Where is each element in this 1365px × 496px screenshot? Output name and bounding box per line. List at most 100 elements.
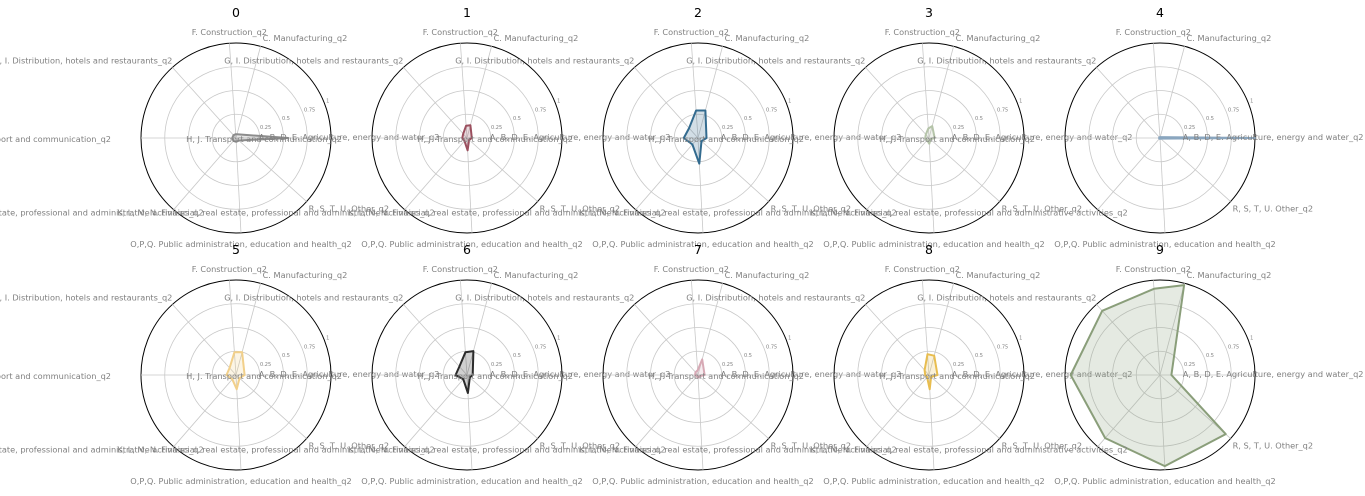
axis-label: H, J. Transport and communication_q2 bbox=[0, 134, 111, 144]
axis-label: F. Construction_q2 bbox=[1116, 264, 1191, 274]
radial-tick-label: 0.25 bbox=[1184, 125, 1195, 131]
radar-panel-8: 0.25 0.5 0.75 1 A, B, D, E. Agriculture, ene… bbox=[579, 242, 1132, 486]
axis-label: C. Manufacturing_q2 bbox=[725, 270, 810, 280]
radial-tick-label: 0.5 bbox=[513, 353, 521, 359]
radar-spoke bbox=[921, 280, 930, 376]
axis-label: H, J. Transport and communication_q2 bbox=[417, 371, 573, 381]
radar-series-9 bbox=[1069, 284, 1227, 468]
axis-label: A, B, D, E. Agriculture, energy and wate… bbox=[259, 132, 440, 142]
axis-label: G, I. Distribution, hotels and restauran… bbox=[224, 292, 403, 302]
radar-spoke bbox=[1159, 46, 1185, 139]
radar-spoke bbox=[466, 137, 473, 233]
radar-spoke bbox=[404, 374, 468, 447]
axis-label: F. Construction_q2 bbox=[885, 264, 960, 274]
axis-label: A, B, D, E. Agriculture, energy and wate… bbox=[490, 132, 671, 142]
radar-spoke bbox=[1159, 374, 1166, 470]
radar-spoke bbox=[865, 304, 930, 376]
radar-spoke bbox=[865, 67, 930, 139]
radar-spoke bbox=[928, 283, 954, 376]
axis-label: C. Manufacturing_q2 bbox=[263, 270, 348, 280]
radar-spoke bbox=[1152, 280, 1161, 376]
axis-label: O,P,Q. Public administration, education … bbox=[823, 239, 1044, 249]
axis-label: F. Construction_q2 bbox=[885, 27, 960, 37]
axis-label: O,P,Q. Public administration, education … bbox=[1054, 476, 1275, 486]
axis-label: G, I. Distribution, hotels and restauran… bbox=[917, 55, 1096, 65]
radial-tick-label: 0.25 bbox=[1184, 362, 1195, 368]
axis-label: K, L, M, N. Financial, real estate, prof… bbox=[0, 445, 204, 455]
radial-tick-label: 1 bbox=[326, 98, 329, 104]
axis-label: A, B, D, E. Agriculture, energy and wate… bbox=[721, 132, 902, 142]
radial-tick-label: 1 bbox=[1250, 98, 1253, 104]
radial-tick-label: 0.75 bbox=[997, 344, 1008, 350]
radar-spoke bbox=[635, 374, 699, 447]
radar-spoke bbox=[697, 374, 704, 470]
radar-panel-6: 0.25 0.5 0.75 1 A, B, D, E. Agriculture, ene… bbox=[117, 242, 670, 486]
axis-label: G, I. Distribution, hotels and restauran… bbox=[0, 292, 172, 302]
axis-label: K, L, M, N. Financial, real estate, prof… bbox=[810, 208, 1127, 218]
radial-tick-label: 0.5 bbox=[282, 116, 290, 122]
axis-label: O,P,Q. Public administration, education … bbox=[361, 239, 582, 249]
radial-tick-label: 0.25 bbox=[953, 362, 964, 368]
radar-spoke bbox=[466, 46, 492, 139]
radar-series-1 bbox=[461, 124, 473, 152]
radar-spoke bbox=[1159, 137, 1166, 233]
radial-tick-label: 0.75 bbox=[535, 107, 546, 113]
radar-spoke bbox=[928, 137, 935, 233]
radar-spoke bbox=[235, 374, 307, 439]
radar-spoke bbox=[1096, 67, 1161, 139]
radar-panel-7: 0.25 0.5 0.75 1 A, B, D, E. Agriculture, ene… bbox=[348, 242, 901, 486]
axis-label: F. Construction_q2 bbox=[1116, 27, 1191, 37]
axis-label: K, L, M, N. Financial, real estate, prof… bbox=[579, 208, 896, 218]
axis-label: R, S, T, U. Other_q2 bbox=[309, 441, 389, 451]
panel-title: 6 bbox=[463, 242, 471, 257]
axis-label: G, I. Distribution, hotels and restauran… bbox=[455, 292, 634, 302]
radar-series-5 bbox=[225, 351, 246, 391]
radar-spoke bbox=[634, 67, 699, 139]
radar-series-4 bbox=[1158, 136, 1256, 140]
axis-label: O,P,Q. Public administration, education … bbox=[361, 476, 582, 486]
axis-label: H, J. Transport and communication_q2 bbox=[186, 371, 342, 381]
radial-tick-label: 1 bbox=[557, 335, 560, 341]
radial-tick-label: 1 bbox=[1019, 335, 1022, 341]
radial-tick-label: 0.5 bbox=[1206, 353, 1214, 359]
radar-spoke bbox=[235, 374, 242, 470]
radar-series-7 bbox=[694, 358, 706, 379]
radar-spoke bbox=[1159, 283, 1185, 376]
axis-label: R, S, T, U. Other_q2 bbox=[771, 441, 851, 451]
radar-spoke bbox=[228, 280, 237, 376]
radial-tick-label: 0.25 bbox=[722, 125, 733, 131]
radial-tick-label: 0.75 bbox=[766, 344, 777, 350]
radar-spoke bbox=[235, 137, 307, 202]
panel-title: 7 bbox=[694, 242, 702, 257]
panel-title: 9 bbox=[1156, 242, 1164, 257]
radial-tick-label: 1 bbox=[326, 335, 329, 341]
axis-label: R, S, T, U. Other_q2 bbox=[1233, 204, 1313, 214]
radar-spoke bbox=[866, 374, 930, 447]
axis-label: K, L, M, N. Financial, real estate, prof… bbox=[117, 445, 434, 455]
axis-label: F. Construction_q2 bbox=[654, 264, 729, 274]
radar-series-2 bbox=[682, 109, 708, 165]
radar-spoke bbox=[466, 283, 492, 376]
axis-label: R, S, T, U. Other_q2 bbox=[1233, 441, 1313, 451]
radial-tick-label: 0.25 bbox=[953, 125, 964, 131]
radar-spoke bbox=[697, 137, 769, 202]
panel-title: 5 bbox=[232, 242, 240, 257]
radar-spoke bbox=[866, 137, 930, 210]
radar-spoke bbox=[634, 304, 699, 376]
axis-label: A, B, D, E. Agriculture, energy and wate… bbox=[1183, 132, 1364, 142]
axis-label: C. Manufacturing_q2 bbox=[494, 270, 579, 280]
radar-spoke bbox=[1159, 137, 1231, 202]
radar-panel-5: 0.25 0.5 0.75 1 A, B, D, E. Agriculture, ene… bbox=[0, 242, 440, 486]
axis-label: C. Manufacturing_q2 bbox=[494, 33, 579, 43]
radial-tick-label: 1 bbox=[557, 98, 560, 104]
axis-label: C. Manufacturing_q2 bbox=[263, 33, 348, 43]
radar-series-3 bbox=[924, 125, 936, 145]
axis-label: C. Manufacturing_q2 bbox=[956, 270, 1041, 280]
axis-label: R, S, T, U. Other_q2 bbox=[771, 204, 851, 214]
radar-spoke bbox=[1152, 43, 1161, 139]
radial-tick-label: 0.5 bbox=[513, 116, 521, 122]
axis-label: F. Construction_q2 bbox=[423, 27, 498, 37]
axis-label: O,P,Q. Public administration, education … bbox=[1054, 239, 1275, 249]
axis-label: K, L, M, N. Financial, real estate, prof… bbox=[810, 445, 1127, 455]
radar-spoke bbox=[928, 374, 1000, 439]
